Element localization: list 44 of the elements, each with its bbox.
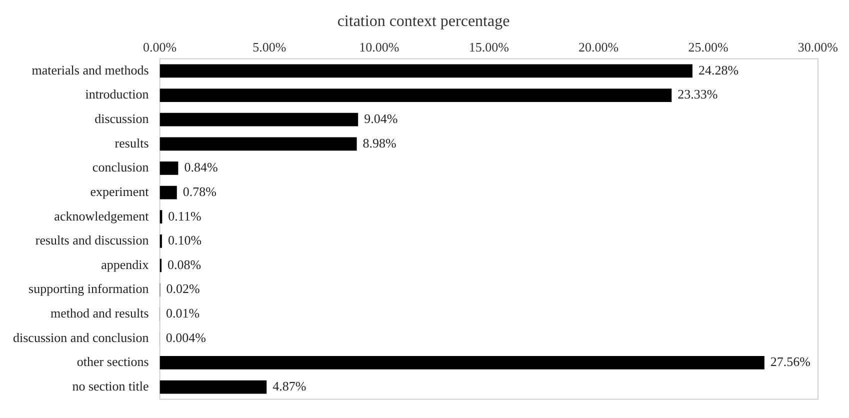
x-tick-label: 0.00% (142, 39, 177, 54)
bar (160, 380, 267, 394)
data-label: 8.98% (362, 135, 397, 150)
bar (160, 356, 764, 370)
y-tick-label: results (114, 135, 149, 150)
bar (160, 88, 672, 102)
y-tick-label: other sections (76, 354, 149, 370)
data-label: 23.33% (678, 86, 718, 102)
data-label: 4.87% (272, 378, 306, 394)
y-tick-label: discussion (94, 111, 150, 126)
x-tick-label: 10.00% (359, 39, 400, 54)
x-tick-label: 25.00% (688, 39, 728, 54)
bar (160, 137, 357, 151)
data-label: 0.78% (182, 184, 217, 199)
x-tick-label: 30.00% (798, 39, 838, 54)
y-tick-label: acknowledgement (54, 208, 150, 224)
y-tick-label: discussion and conclusion (13, 330, 150, 345)
x-tick-label: 15.00% (468, 39, 510, 54)
y-tick-label: results and discussion (35, 232, 150, 248)
data-label: 9.04% (364, 111, 398, 126)
bar (160, 112, 358, 126)
chart-title: citation context percentage (337, 12, 510, 30)
y-tick-label: supporting information (28, 281, 150, 296)
bar (160, 64, 692, 78)
x-tick-label: 5.00% (252, 39, 286, 54)
data-label: 0.10% (168, 232, 202, 248)
y-tick-label: conclusion (92, 160, 150, 175)
data-label: 0.01% (166, 306, 200, 321)
y-tick-label: method and results (50, 306, 149, 321)
y-tick-label: no section title (72, 378, 149, 394)
data-label: 24.28% (698, 62, 739, 78)
data-label: 0.84% (184, 160, 218, 175)
data-label: 0.11% (168, 208, 202, 224)
bar (160, 186, 177, 200)
bar (160, 162, 178, 175)
y-tick-label: introduction (85, 86, 150, 102)
y-tick-label: appendix (101, 256, 150, 272)
data-label: 0.02% (166, 281, 200, 296)
data-label: 27.56% (770, 354, 811, 370)
data-label: 0.08% (168, 256, 202, 272)
y-tick-label: materials and methods (32, 62, 149, 78)
data-label: 0.004% (166, 330, 206, 345)
x-tick-label: 20.00% (578, 39, 619, 54)
y-tick-label: experiment (90, 184, 150, 199)
